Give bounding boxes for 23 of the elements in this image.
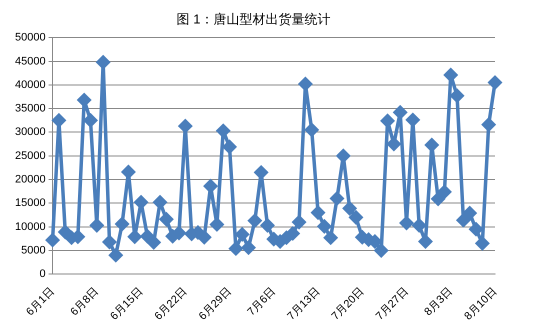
y-tick-label: 20000: [14, 174, 46, 186]
x-tick-label: 7月20日: [330, 286, 367, 323]
x-tick-label: 8月10日: [462, 286, 500, 323]
y-tick-label: 45000: [14, 55, 46, 68]
y-tick-label: 50000: [14, 32, 46, 44]
chart-title: 图 1：唐山型材出货量统计: [176, 11, 330, 26]
y-tick-label: 30000: [14, 126, 46, 138]
x-tick-label: 7月6日: [245, 286, 278, 318]
y-tick-label: 0: [39, 268, 46, 280]
y-tick-label: 10000: [14, 220, 46, 233]
x-tick-label: 6月29日: [196, 286, 234, 323]
x-tick-label: 6月8日: [68, 286, 102, 318]
y-tick-label: 25000: [14, 150, 46, 162]
x-tick-label: 8月3日: [422, 286, 456, 318]
y-tick-label: 35000: [14, 102, 46, 115]
x-tick-label: 6月1日: [24, 286, 57, 318]
x-tick-label: 6月15日: [108, 286, 146, 323]
x-tick-label: 7月13日: [285, 286, 322, 323]
y-tick-label: 40000: [14, 78, 46, 91]
y-tick-label: 15000: [14, 197, 46, 210]
x-tick-label: 6月22日: [152, 286, 190, 323]
x-tick-label: 7月27日: [374, 286, 411, 323]
y-tick-label: 5000: [21, 244, 46, 257]
